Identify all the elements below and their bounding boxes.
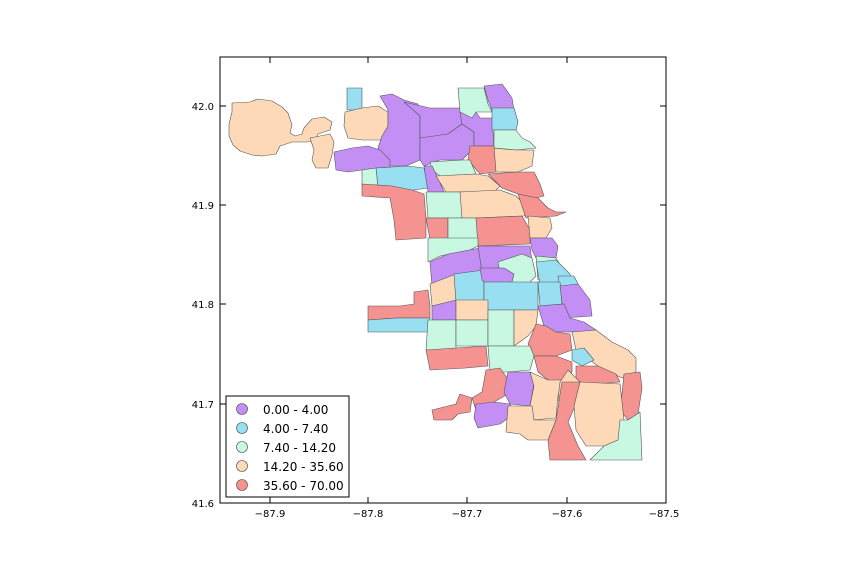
region-west-lawn-green: [425, 319, 457, 351]
legend-marker: [236, 460, 248, 472]
region-norridge-strip: [309, 133, 335, 169]
region-lincoln-park: [487, 171, 545, 199]
legend-label: 4.00 - 7.40: [263, 422, 328, 436]
region-roseland: [529, 371, 563, 421]
region-west-town-green: [447, 217, 479, 241]
legend-label: 0.00 - 4.00: [263, 403, 328, 417]
region-west-pullman: [505, 405, 557, 441]
map-regions: [228, 83, 643, 461]
legend: 0.00 - 4.00 4.00 - 7.40 7.40 - 14.20 14.…: [225, 395, 350, 498]
region-hermosa: [423, 165, 445, 193]
x-tick-label: −87.5: [649, 509, 680, 520]
region-washington-heights: [503, 371, 535, 407]
region-humboldt-park: [425, 217, 449, 241]
region-brighton-park: [453, 269, 485, 303]
y-tick-label: 41.6: [192, 499, 214, 510]
region-loop: [527, 215, 553, 239]
y-tick-label: 41.7: [192, 400, 214, 411]
region-hegewisch: [589, 411, 643, 461]
region-avalon-park: [571, 347, 595, 367]
y-axis: 42.0 41.9 41.8 41.7 41.6: [192, 102, 666, 510]
region-west-loop: [475, 215, 531, 247]
region-chicago-lawn-green: [455, 319, 489, 347]
x-axis: −87.9 −87.8 −87.7 −87.6 −87.5: [255, 57, 680, 520]
legend-marker: [236, 479, 248, 491]
region-gage-park: [455, 299, 489, 321]
region-new-city: [483, 281, 539, 311]
region-west-englewood-green: [487, 309, 515, 347]
x-tick-label: −87.8: [353, 509, 384, 520]
region-norwood-park: [343, 105, 389, 141]
y-tick-label: 41.8: [192, 300, 214, 311]
y-tick-label: 41.9: [192, 201, 214, 212]
region-belmont-cragin: [425, 191, 463, 219]
x-tick-label: −87.9: [255, 509, 286, 520]
region-edgewater: [491, 107, 519, 131]
region-ohare: [228, 98, 333, 157]
legend-marker: [236, 441, 248, 453]
region-irving-park-green: [429, 159, 477, 177]
y-tick-label: 42.0: [192, 102, 214, 113]
region-far-north-green: [457, 87, 493, 119]
region-north-park: [419, 123, 475, 167]
region-mount-greenwood: [431, 393, 473, 421]
region-ashburn: [425, 345, 489, 371]
region-edison-park: [346, 87, 363, 111]
region-calumet-heights: [573, 381, 625, 447]
x-tick-label: −87.7: [452, 509, 483, 520]
map-frame: [219, 56, 667, 504]
x-tick-label: −87.6: [552, 509, 583, 520]
legend-marker: [236, 422, 248, 434]
region-auburn-gresham-green: [487, 345, 535, 373]
legend-label: 35.60 - 70.00: [263, 479, 344, 493]
region-austin: [361, 183, 427, 241]
legend-marker: [236, 403, 248, 415]
region-englewood: [513, 309, 539, 347]
region-clearing: [367, 317, 431, 333]
legend-label: 14.20 - 35.60: [263, 460, 344, 474]
region-albany-park: [467, 145, 497, 175]
region-fuller-park: [537, 281, 563, 307]
legend-label: 7.40 - 14.20: [263, 441, 336, 455]
